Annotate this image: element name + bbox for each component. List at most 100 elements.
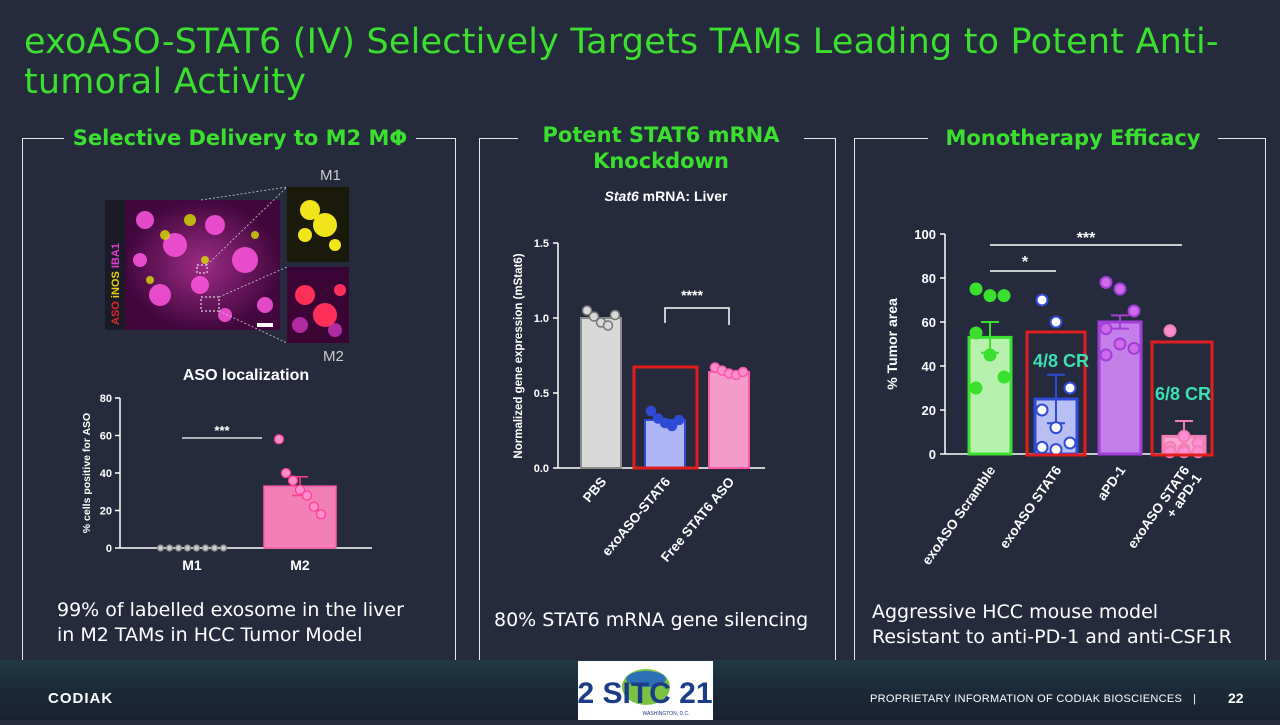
chart3-annotation-cr: 4/8 CR [1033,351,1089,371]
chart3-data-point [1177,429,1191,443]
chart3-data-point [1063,436,1077,450]
chart2-data-point [609,309,621,321]
chart3-data-point [1099,275,1113,289]
chart1-x-tick-label: M1 [182,557,202,573]
footer-text: PROPRIETARY INFORMATION OF CODIAK BIOSCI… [870,693,1183,705]
chart1-y-label: % cells positive for ASO [81,413,93,533]
chart-aso-localization: ASO localization 0 20 40 60 80 % cells positiv… [81,367,372,573]
panel3-caption-line1: Aggressive HCC mouse model [872,601,1159,623]
chart1-data-point [174,544,183,552]
chart2-y-tick-label: 0.5 [534,388,549,400]
chart3-data-point [1113,337,1127,351]
chart1-data-point [156,544,165,552]
micro-label-m2: M2 [323,348,344,365]
chart1-data-point [183,544,192,552]
chart3-data-point [983,348,997,362]
chart1-y-tick-label: 60 [100,431,112,443]
chart1-y-tick-label: 20 [100,506,112,518]
chart1-data-point [287,475,299,486]
chart1-data-point [219,544,228,552]
chart2-x-tick-label: PBS [580,474,609,505]
chart3-annotation-cr: 6/8 CR [1155,384,1211,404]
chart2-data-point [602,320,614,331]
micrograph-figure: ASO iNOS IBA1 M1 M2 [105,167,349,365]
chart1-data-point [301,490,313,501]
chart2-significance-label: **** [681,287,703,303]
chart3-data-point [1035,293,1049,307]
chart3-data-point [1099,322,1113,336]
chart2-bar [580,317,622,469]
chart3-data-point [1049,421,1063,435]
chart1-data-point [210,544,219,552]
chart2-data-point [666,420,678,432]
codiak-logo: CODIAK [48,690,114,707]
chart3-x-tick-label: exoASO STAT6 [997,463,1065,551]
chart3-data-point [1127,304,1141,318]
chart2-x-tick-label: exoASO-STAT6 [599,474,674,559]
chart3-y-tick-label: 40 [922,359,936,374]
panel3-heading: Monotherapy Efficacy [928,125,1218,151]
chart3-data-point [1063,381,1077,395]
micro-label-m1: M1 [320,167,341,184]
chart3-y-tick-label: 100 [914,227,936,242]
footer-divider: | [1193,693,1197,705]
chart3-significance-label: *** [1077,230,1096,247]
panel2-caption: 80% STAT6 mRNA gene silencing [494,609,809,631]
page-number: 22 [1228,690,1244,706]
chart3-data-point [1049,315,1063,329]
chart2-y-tick-label: 1.0 [534,313,549,325]
chart2-data-point [581,305,593,316]
chart3-data-point [969,282,983,296]
sitc-logo: 2 SITC 21 WASHINGTON, D.C. [577,661,713,720]
chart2-highlight-box [632,365,699,470]
panel3-caption-line2: Resistant to anti-PD-1 and anti-CSF1R [872,626,1232,648]
chart2-significance-bracket [664,307,730,325]
panel1-caption-line1: 99% of labelled exosome in the liver [57,599,404,621]
chart2-bar [708,371,750,469]
chart3-data-point [1035,403,1049,417]
chart1-data-point [165,544,174,552]
panel2-heading: Potent STAT6 mRNA Knockdown [518,122,804,174]
panel2-heading-line1: Potent STAT6 mRNA [542,123,780,147]
chart3-y-tick-label: 20 [922,403,936,418]
chart1-y-tick-label: 80 [100,393,112,405]
chart3-y-tick-label: 80 [922,271,936,286]
chart3-data-point [1099,348,1113,362]
chart3-data-point [969,326,983,340]
chart-stat6-mrna: Stat6 mRNA: Liver 0.0 0.5 1.0 1.5 Normalized … [513,188,765,565]
chart1-title: ASO localization [183,367,309,384]
chart3-highlight-box [1025,330,1087,457]
chart3-x-tick-label: aPD-1 [1094,463,1129,503]
chart-tumor-area: 0 20 40 60 80 100 % Tumor area exoASO Scramblee… [884,227,1214,568]
chart3-data-point [1035,440,1049,454]
sitc-logo-text: 2 SITC 21 [578,677,713,710]
chart2-y-label: Normalized gene expression (mStat6) [513,253,525,458]
chart3-data-point [1163,324,1177,338]
chart2-y-tick-label: 0.0 [534,463,549,475]
micro-side-label: ASO iNOS IBA1 [110,243,122,325]
chart2-y-tick-label: 1.5 [534,238,549,250]
chart2-data-point [673,414,685,426]
chart1-data-point [273,434,285,445]
chart3-y-tick-label: 0 [929,447,936,462]
chart2-data-point [588,311,600,322]
panel1-caption-line2: in M2 TAMs in HCC Tumor Model [57,624,363,646]
chart1-data-point [308,501,320,512]
chart3-data-point [983,289,997,303]
chart2-data-point [645,405,657,417]
sitc-location: WASHINGTON, D.C. [643,711,690,717]
chart3-y-tick-label: 60 [922,315,936,330]
chart3-data-point [1113,282,1127,296]
chart2-title: Stat6 mRNA: Liver [605,188,728,204]
chart3-significance-label: * [1022,254,1029,271]
chart1-data-point [294,484,306,496]
chart3-data-point [969,381,983,395]
slide-title: exoASO-STAT6 (IV) Selectively Targets TA… [24,22,1219,102]
chart3-data-point [1127,341,1141,355]
panel2-heading-line2: Knockdown [593,149,729,173]
chart2-data-point [737,366,749,378]
chart1-significance-label: *** [214,423,230,438]
chart1-data-point [315,509,327,520]
chart3-x-tick-label: exoASO Scramble [919,463,999,568]
panel1-heading: Selective Delivery to M2 MΦ [64,125,416,151]
